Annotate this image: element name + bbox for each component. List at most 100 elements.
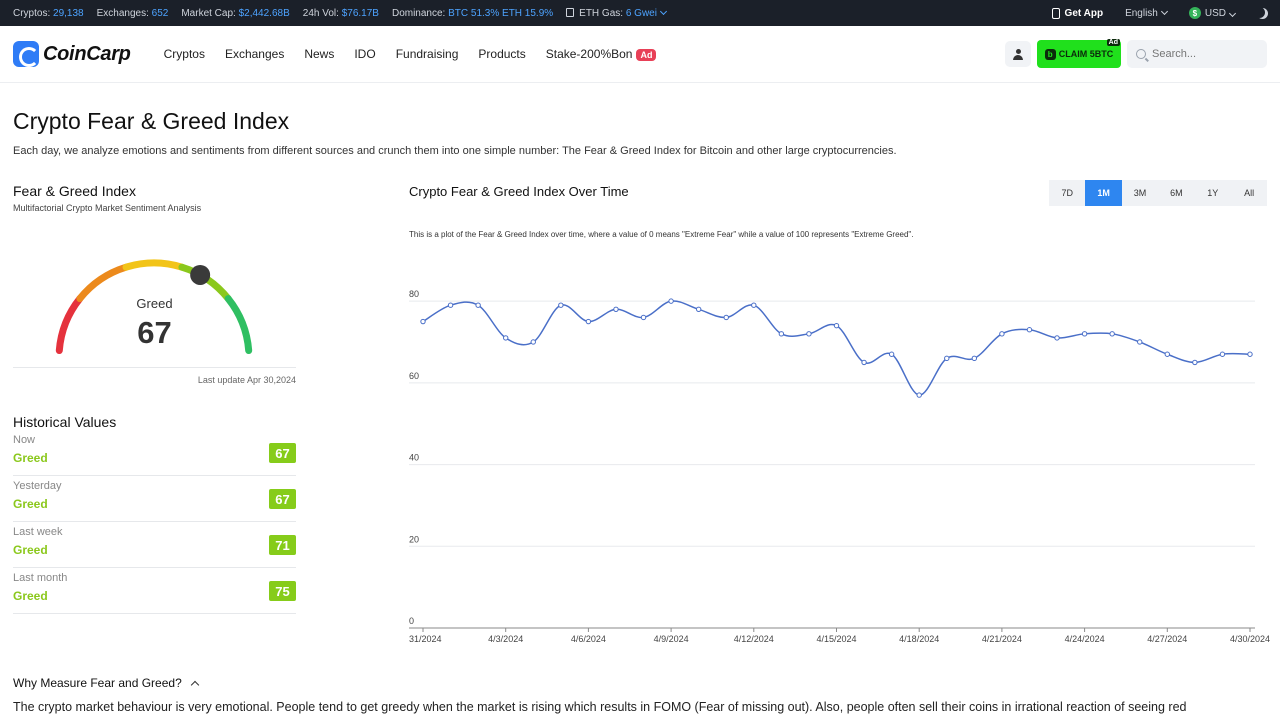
x-tick-label: 4/18/2024	[899, 634, 939, 644]
y-tick-label: 40	[409, 453, 419, 463]
phone-icon	[1051, 7, 1060, 19]
nav-item-fundraising[interactable]: Fundraising	[395, 47, 459, 61]
chart-title: Crypto Fear & Greed Index Over Time	[409, 184, 629, 199]
stat-value: 652	[151, 7, 169, 19]
stat-market-cap[interactable]: Market Cap: $2,442.68B	[181, 8, 289, 19]
historical-class: Greed	[13, 497, 48, 511]
data-point[interactable]	[833, 322, 840, 329]
stat-volume[interactable]: 24h Vol: $76.17B	[303, 8, 379, 19]
historical-value-badge: 67	[269, 489, 296, 509]
data-point[interactable]	[585, 318, 592, 325]
data-point[interactable]	[640, 314, 647, 321]
data-point[interactable]	[530, 339, 536, 345]
main-nav: CoinCarp Cryptos Exchanges News IDO Fund…	[0, 26, 1280, 83]
data-point[interactable]	[420, 318, 426, 325]
x-tick-label: 4/3/2024	[488, 634, 523, 644]
stat-value: $76.17B	[341, 7, 379, 19]
get-app-link[interactable]: Get App	[1051, 7, 1103, 19]
nav-item-exchanges[interactable]: Exchanges	[224, 47, 285, 61]
range-tab-1y[interactable]: 1Y	[1194, 180, 1231, 206]
nav-item-stake[interactable]: Stake-200%Bon Ad	[546, 47, 657, 61]
data-point[interactable]	[1026, 327, 1033, 333]
data-point[interactable]	[1164, 351, 1170, 357]
historical-class: Greed	[13, 451, 48, 465]
y-tick-label: 0	[409, 616, 414, 626]
stat-value: $2,442.68B	[238, 7, 290, 19]
data-point[interactable]	[1192, 359, 1198, 366]
data-point[interactable]	[971, 355, 978, 362]
range-tab-all[interactable]: All	[1230, 180, 1268, 206]
ad-badge: Ad	[1106, 39, 1120, 46]
historical-value-badge: 67	[269, 443, 296, 463]
data-point[interactable]	[1109, 331, 1115, 337]
data-point[interactable]	[695, 306, 702, 312]
stat-eth-gas[interactable]: ETH Gas: 6 Gwei	[566, 7, 668, 19]
data-point[interactable]	[475, 302, 481, 308]
x-tick-label: 4/21/2024	[982, 634, 1022, 644]
nav-item-cryptos[interactable]: Cryptos	[163, 47, 205, 61]
data-point[interactable]	[751, 302, 757, 308]
dark-mode-toggle-icon[interactable]	[1257, 8, 1268, 19]
data-point[interactable]	[723, 314, 729, 321]
language-select[interactable]: English	[1125, 7, 1168, 19]
last-update: Last update Apr 30,2024	[197, 375, 296, 385]
historical-row: Now Greed 67	[13, 430, 296, 476]
stat-exchanges[interactable]: Exchanges: 652	[97, 8, 169, 19]
y-tick-label: 20	[409, 534, 419, 544]
currency-select[interactable]: $ USD	[1188, 7, 1237, 19]
nav-item-products[interactable]: Products	[478, 47, 526, 61]
data-point[interactable]	[1219, 351, 1226, 357]
chevron-down-icon	[659, 7, 668, 15]
nav-item-ido[interactable]: IDO	[354, 47, 376, 61]
stats-bar: Cryptos: 29,138 Exchanges: 652 Market Ca…	[0, 0, 1280, 26]
fear-greed-line-chart: 0 20 40 60 80 31/2024 4/3/2024 4/6/2024 4/9/2024…	[409, 289, 1270, 644]
range-tab-1m[interactable]: 1M	[1085, 180, 1122, 206]
gauge-segment	[76, 263, 130, 303]
data-point[interactable]	[999, 331, 1005, 337]
logo-icon	[13, 41, 39, 67]
historical-row: Last month Greed 75	[13, 568, 296, 614]
data-point[interactable]	[888, 351, 895, 357]
search-box[interactable]	[1127, 40, 1267, 68]
nav-item-news[interactable]: News	[304, 47, 335, 61]
historical-title: Historical Values	[13, 414, 117, 430]
data-point[interactable]	[861, 359, 867, 366]
y-tick-label: 60	[409, 371, 419, 381]
data-point[interactable]	[1081, 331, 1088, 337]
x-tick-label: 4/24/2024	[1065, 634, 1105, 644]
range-tab-3m[interactable]: 3M	[1121, 180, 1159, 206]
gauge-subtitle: Multifactorial Crypto Market Sentiment A…	[13, 203, 202, 213]
data-point[interactable]	[1137, 339, 1143, 345]
data-point[interactable]	[778, 331, 785, 337]
data-point[interactable]	[944, 355, 950, 362]
data-point[interactable]	[558, 302, 564, 308]
chevron-down-icon	[1160, 7, 1168, 15]
x-tick-label: 4/15/2024	[816, 634, 856, 644]
currency-label: USD	[1204, 7, 1226, 19]
data-point[interactable]	[503, 335, 509, 341]
data-point[interactable]	[916, 392, 922, 398]
logo[interactable]: CoinCarp	[13, 41, 131, 67]
search-icon	[1136, 49, 1146, 59]
claim-btc-button[interactable]: b CLAIM 5BTC Ad	[1037, 39, 1121, 68]
data-point[interactable]	[1054, 335, 1060, 341]
data-point[interactable]	[806, 331, 812, 337]
user-button[interactable]	[1005, 41, 1031, 67]
stat-value: 29,138	[53, 7, 84, 19]
stat-cryptos[interactable]: Cryptos: 29,138	[13, 8, 84, 19]
language-label: English	[1125, 7, 1158, 19]
nav-menu: Cryptos Exchanges News IDO Fundraising P…	[164, 47, 657, 61]
range-tab-6m[interactable]: 6M	[1158, 180, 1195, 206]
data-point[interactable]	[1247, 351, 1253, 357]
gas-pump-icon	[566, 7, 575, 17]
range-tab-7d[interactable]: 7D	[1049, 180, 1086, 206]
why-section-header[interactable]: Why Measure Fear and Greed?	[13, 676, 199, 690]
stat-label: 24h Vol:	[302, 7, 339, 19]
stat-dominance[interactable]: Dominance: BTC 51.3% ETH 15.9%	[392, 8, 553, 19]
user-icon	[1013, 48, 1023, 60]
data-point[interactable]	[668, 298, 674, 304]
historical-when: Yesterday	[13, 480, 62, 492]
data-point[interactable]	[613, 306, 619, 312]
data-point[interactable]	[447, 302, 454, 308]
search-input[interactable]	[1152, 48, 1252, 60]
